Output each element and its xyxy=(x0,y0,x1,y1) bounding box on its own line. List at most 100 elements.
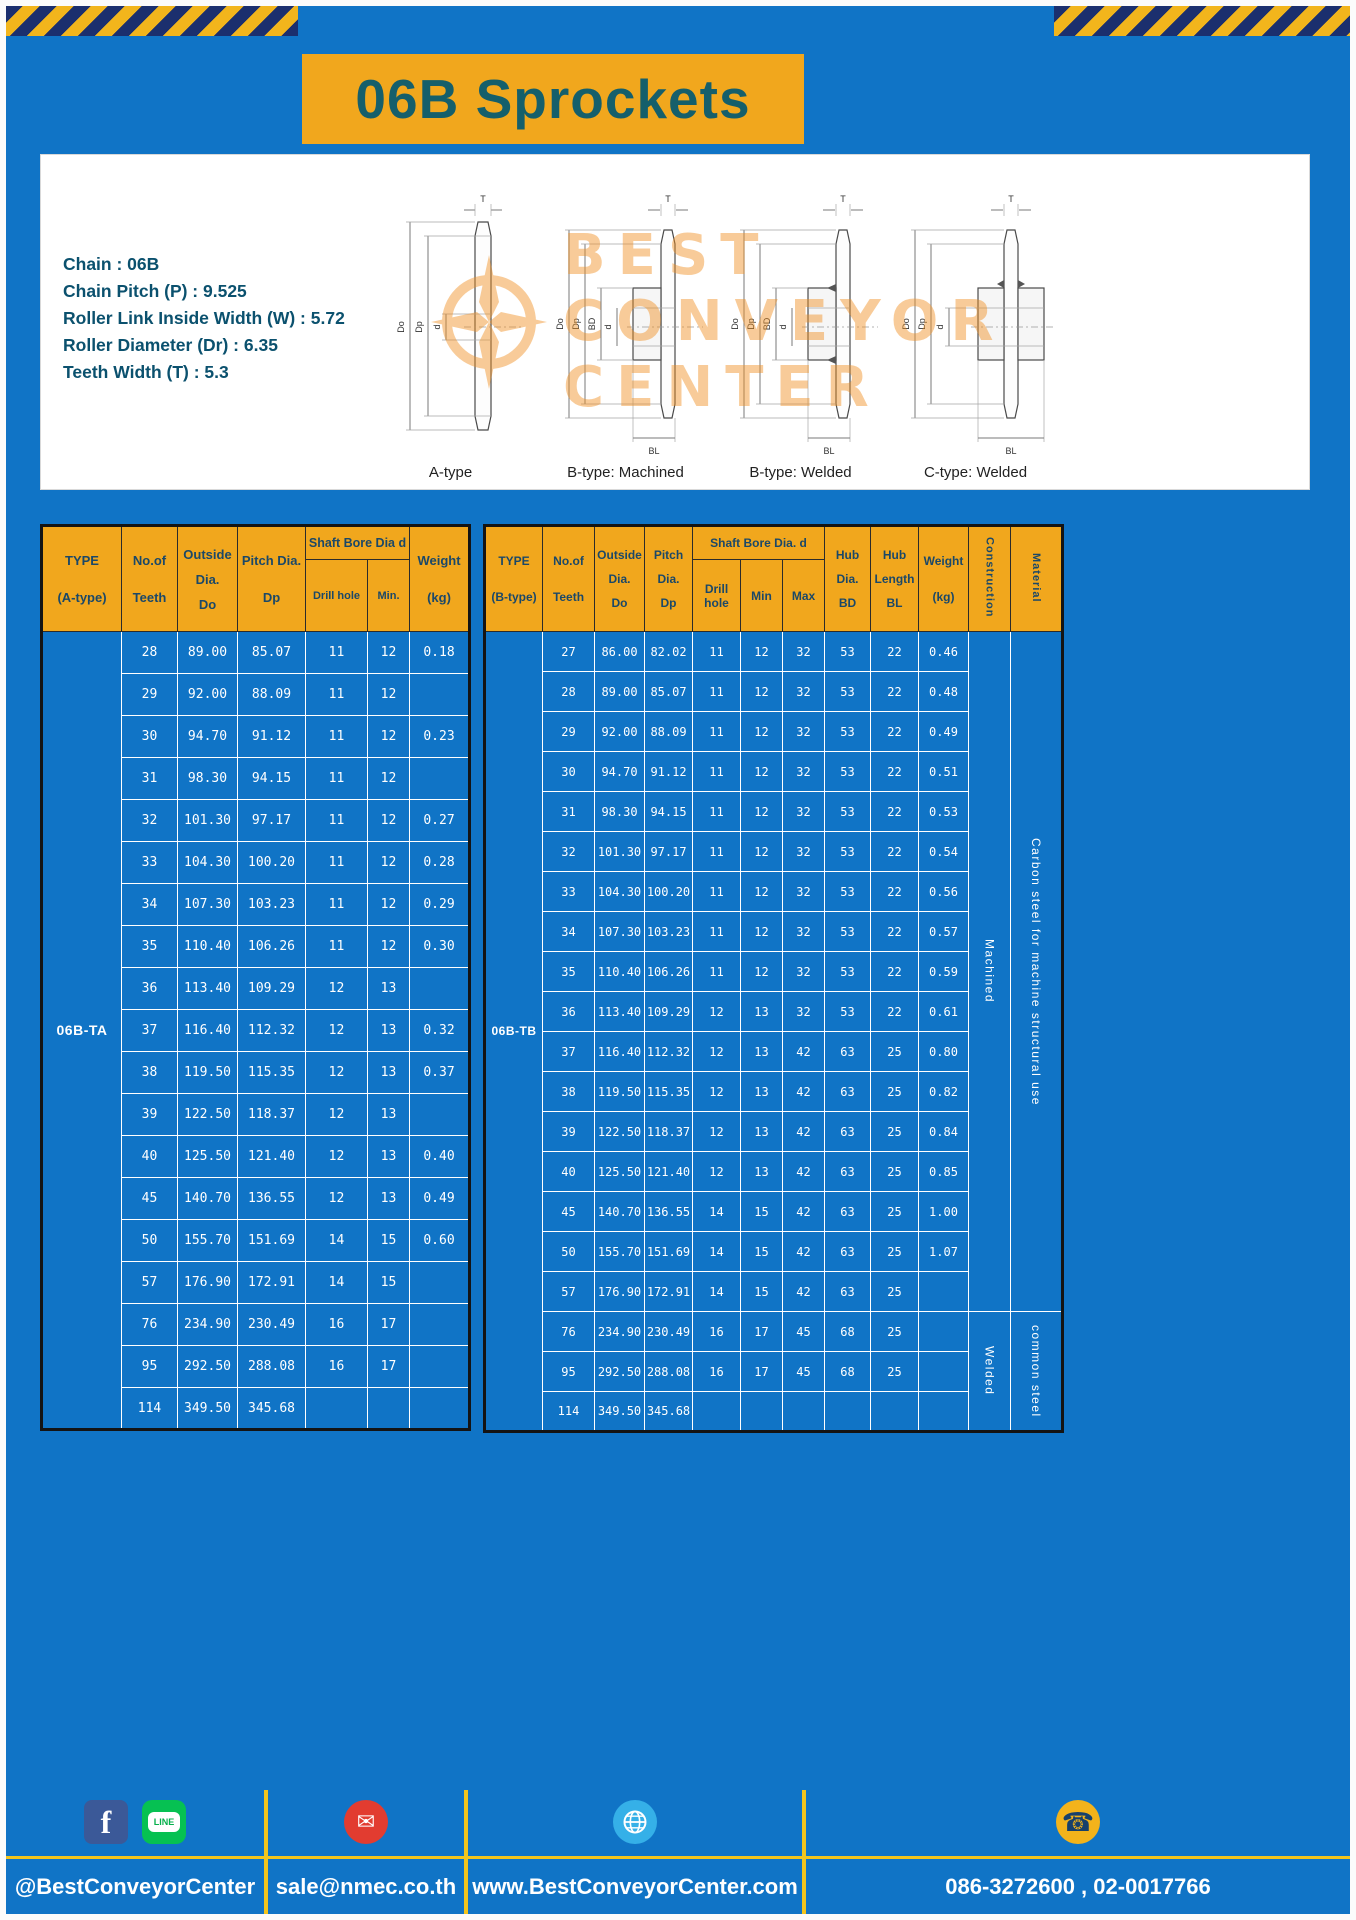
table-cell: 0.48 xyxy=(918,671,969,712)
table-cell: 234.90 xyxy=(594,1311,645,1352)
table-cell xyxy=(409,673,470,716)
table-cell: 53 xyxy=(824,631,871,672)
footer-social-section: f LINE @BestConveyorCenter xyxy=(6,1790,268,1914)
a-type-figure: T Do Dp d A-type xyxy=(363,163,538,485)
table-cell: 32 xyxy=(782,911,825,952)
col-header-shaft-bore-group: Shaft Bore Dia. d xyxy=(692,525,825,560)
table-cell: 94.15 xyxy=(237,757,306,800)
drawing-caption: A-type xyxy=(428,464,473,481)
table-cell: 172.91 xyxy=(644,1271,693,1312)
table-cell: 12 xyxy=(740,711,783,752)
spec-line: Chain : 06B xyxy=(63,254,160,274)
table-cell: 107.30 xyxy=(594,911,645,952)
table-cell: 16 xyxy=(692,1351,741,1392)
table-cell: 31 xyxy=(121,757,178,800)
table-cell: 0.18 xyxy=(409,631,470,674)
table-cell: 95 xyxy=(121,1345,178,1388)
dim-label-bl: BL xyxy=(823,446,834,456)
table-cell: 82.02 xyxy=(644,631,693,672)
col-header-drill-hole: Drill hole xyxy=(305,559,368,632)
dim-label-dp: Dp xyxy=(414,321,424,333)
table-cell: 104.30 xyxy=(177,841,238,884)
table-cell: 12 xyxy=(740,791,783,832)
col-header-hub-length: Hub Length BL xyxy=(870,525,919,632)
table-cell: 32 xyxy=(782,991,825,1032)
table-cell: 68 xyxy=(824,1311,871,1352)
drawing-caption: C-type: Welded xyxy=(923,464,1028,481)
table-cell: 1.00 xyxy=(918,1191,969,1232)
table-cell: 0.60 xyxy=(409,1219,470,1262)
table-cell: 14 xyxy=(692,1271,741,1312)
b-type-machined-drawing: T Do Dp BD d xyxy=(555,194,703,456)
table-row: 37 116.40 112.32 12 13 42 63 25 0.80 xyxy=(485,1031,1063,1072)
table-cell: 28 xyxy=(121,631,178,674)
table-cell: 11 xyxy=(305,841,368,884)
table-cell: 0.37 xyxy=(409,1051,470,1094)
table-cell: 14 xyxy=(305,1219,368,1262)
table-cell: 88.09 xyxy=(644,711,693,752)
table-cell: 0.27 xyxy=(409,799,470,842)
table-cell: 0.61 xyxy=(918,991,969,1032)
col-header-min: Min xyxy=(740,559,783,632)
table-cell: 22 xyxy=(870,951,919,992)
table-cell: 12 xyxy=(692,1071,741,1112)
dim-label-do: Do xyxy=(555,318,565,330)
table-cell: 0.30 xyxy=(409,925,470,968)
table-cell: 12 xyxy=(740,751,783,792)
table-cell: 15 xyxy=(740,1271,783,1312)
table-cell: 11 xyxy=(305,757,368,800)
table-cell: 63 xyxy=(824,1111,871,1152)
col-header-drill-hole: Drill hole xyxy=(692,559,741,632)
table-cell: 42 xyxy=(782,1271,825,1312)
table-cell: 13 xyxy=(367,1177,410,1220)
table-cell: 0.49 xyxy=(918,711,969,752)
table-cell: 140.70 xyxy=(594,1191,645,1232)
table-cell: 0.51 xyxy=(918,751,969,792)
table-cell: 30 xyxy=(121,715,178,758)
table-cell: 0.28 xyxy=(409,841,470,884)
phone-icon: ☎ xyxy=(1056,1800,1100,1844)
table-cell: 45 xyxy=(121,1177,178,1220)
table-row: 114 349.50 345.68 xyxy=(42,1387,470,1430)
table-row: 31 98.30 94.15 11 12 xyxy=(42,757,470,800)
table-cell: 12 xyxy=(367,631,410,674)
table-cell: 103.23 xyxy=(237,883,306,926)
dim-label-dp: Dp xyxy=(571,318,581,330)
dim-label-t: T xyxy=(1008,194,1014,204)
material-carbon-steel-cell: Carbon steel for machine structural use xyxy=(1010,631,1063,1312)
table-cell: 12 xyxy=(305,1051,368,1094)
table-cell: 106.26 xyxy=(644,951,693,992)
table-cell: 101.30 xyxy=(594,831,645,872)
dim-label-d: d xyxy=(432,324,442,329)
table-cell: 25 xyxy=(870,1311,919,1352)
table-cell: 122.50 xyxy=(594,1111,645,1152)
table-cell: 113.40 xyxy=(177,967,238,1010)
table-cell: 12 xyxy=(740,671,783,712)
table-row: 06B-TA 28 89.00 85.07 11 12 0.18 xyxy=(41,631,470,1430)
table-cell: 30 xyxy=(542,751,595,792)
table-cell: 92.00 xyxy=(177,673,238,716)
dim-label-t: T xyxy=(480,194,486,204)
table-cell: 0.80 xyxy=(918,1031,969,1072)
table-cell: 13 xyxy=(367,1051,410,1094)
table-row: 28 89.00 85.07 11 12 32 53 22 0.48 xyxy=(485,671,1063,712)
spec-panel: Chain : 06B Chain Pitch (P) : 9.525 Roll… xyxy=(40,154,1310,490)
table-cell: 32 xyxy=(542,831,595,872)
table-row: 36 113.40 109.29 12 13 32 53 22 0.61 xyxy=(485,991,1063,1032)
dim-label-dp: Dp xyxy=(746,318,756,330)
table-cell: 76 xyxy=(542,1311,595,1352)
table-cell: 25 xyxy=(870,1151,919,1192)
table-cell: 140.70 xyxy=(177,1177,238,1220)
table-cell xyxy=(918,1271,969,1312)
footer-phone-numbers: 086-3272600 , 02-0017766 xyxy=(945,1874,1211,1899)
table-cell: 12 xyxy=(740,831,783,872)
table-cell: 234.90 xyxy=(177,1303,238,1346)
col-header-hub-dia: Hub Dia. BD xyxy=(824,525,871,632)
table-cell: 95 xyxy=(542,1351,595,1392)
table-cell: 31 xyxy=(542,791,595,832)
table-cell: 32 xyxy=(782,711,825,752)
table-cell: 11 xyxy=(305,631,368,674)
table-cell xyxy=(782,1391,825,1432)
table-cell: 17 xyxy=(367,1303,410,1346)
table-cell: 115.35 xyxy=(644,1071,693,1112)
